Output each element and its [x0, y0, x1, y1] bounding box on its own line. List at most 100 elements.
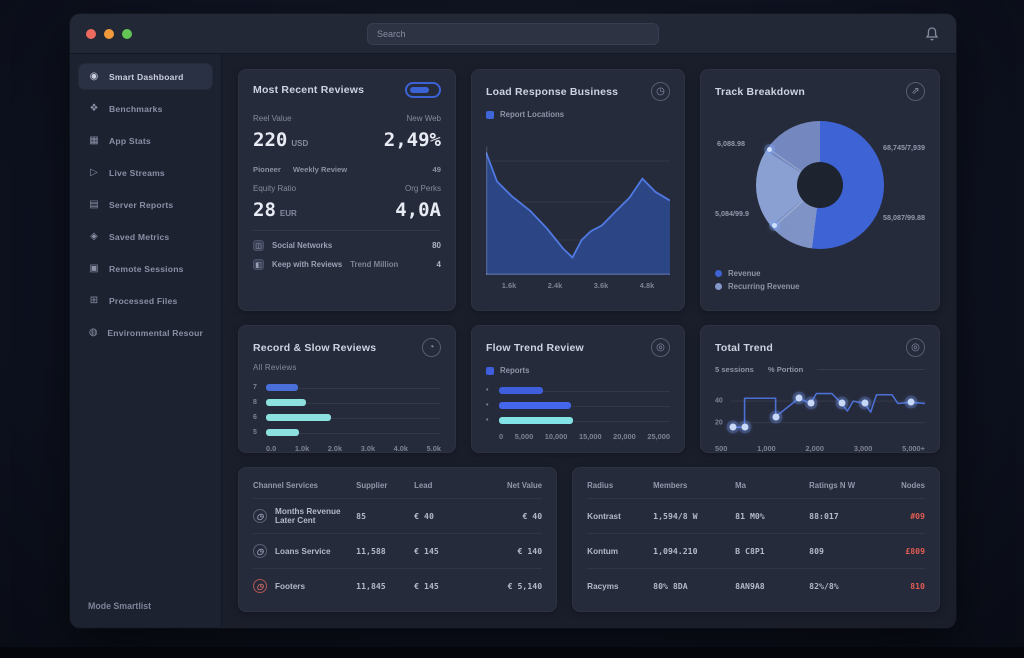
target-icon[interactable]: ◎	[651, 338, 670, 357]
x-tick-label: 5,000+	[902, 444, 925, 453]
column-header[interactable]: Net Value	[507, 480, 543, 490]
metrics-icon: ◈	[90, 231, 98, 242]
sidebar-item-remote-sessions[interactable]: ▣ Remote Sessions	[79, 256, 212, 281]
cell: 88:017	[809, 511, 839, 521]
data-point[interactable]	[861, 399, 869, 407]
toggle-switch[interactable]	[405, 82, 441, 98]
bar[interactable]	[266, 429, 300, 436]
record-reviews-card: Record & Slow Reviews ◔ All Reviews 7 8	[238, 325, 456, 453]
bar[interactable]	[266, 399, 307, 406]
gauge-icon: ◉	[89, 71, 99, 82]
cell: B C8P1	[735, 546, 765, 556]
x-tick-label: 5.0k	[426, 444, 441, 453]
sidebar-item-benchmarks[interactable]: ❖ Benchmarks	[79, 96, 212, 121]
minimize-window-button[interactable]	[104, 28, 114, 39]
sidebar-item-environmental-resources[interactable]: ◍ Environmental Resources	[79, 320, 212, 345]
bar-track	[266, 425, 441, 440]
bar-track	[266, 410, 441, 425]
sidebar-item-smart-dashboard[interactable]: ◉ Smart Dashboard	[79, 64, 212, 89]
column-header[interactable]: Ma	[735, 480, 746, 490]
table-row[interactable]: ◷ Months Revenue Later Cent 85 € 40 € 40	[253, 498, 543, 533]
grid-icon: ▦	[89, 135, 99, 146]
sidebar-item-saved-metrics[interactable]: ◈ Saved Metrics	[79, 224, 212, 249]
bar-row: 8	[253, 395, 441, 410]
legend-item: Revenue	[715, 269, 925, 278]
column-header[interactable]: Radius	[587, 480, 614, 490]
data-point[interactable]	[838, 399, 846, 407]
app-window: ◉ Smart Dashboard ❖ Benchmarks ▦ App Sta…	[70, 14, 956, 628]
notifications-bell-icon[interactable]	[924, 26, 940, 42]
share-icon[interactable]: ⇗	[906, 82, 925, 101]
x-tick-label: 20,000	[613, 432, 636, 441]
table-row[interactable]: Kontum 1,094.210 B C8P1 809 £809	[587, 533, 925, 568]
column-header[interactable]: Channel Services	[253, 480, 319, 490]
column-header[interactable]: Supplier	[356, 480, 388, 490]
x-tick-label: 5,000	[514, 432, 534, 441]
cell-supplier: 85	[356, 511, 367, 521]
table-row[interactable]: Racyms 80% 8DA 8AN9A8 82%/8% 810	[587, 568, 925, 603]
bar[interactable]	[266, 384, 298, 391]
bar-category-label: 7	[253, 384, 257, 391]
stat-reel-value: Reel Value 220 USD	[253, 114, 308, 151]
column-header[interactable]: Ratings N W	[809, 480, 856, 490]
track-breakdown-card: Track Breakdown ⇗ 6,088.98 68,745/7,939 …	[700, 69, 940, 311]
data-point[interactable]	[807, 399, 815, 407]
data-point[interactable]	[729, 423, 737, 431]
bar-row: 6	[253, 410, 441, 425]
list-item[interactable]: ◧ Keep with Reviews Trend Million 4	[253, 259, 441, 270]
x-tick-label: 2.4k	[547, 281, 563, 290]
sidebar-item-processed-files[interactable]: ⊞ Processed Files	[79, 288, 212, 313]
column-header[interactable]: Nodes	[901, 480, 925, 490]
step-line-chart: 40 20	[715, 382, 925, 440]
x-tick-label: 1.0k	[294, 444, 310, 453]
history-icon[interactable]: ◔	[422, 338, 441, 357]
callout-dot	[772, 223, 777, 228]
x-tick-label: 0.0	[266, 444, 277, 453]
stat-label: Org Perks	[404, 184, 441, 193]
sidebar-footer-label: Mode Smartlist	[88, 601, 152, 611]
legend-label: % Portion	[767, 365, 804, 374]
cell: 1,094.210	[653, 546, 698, 556]
data-point[interactable]	[907, 398, 915, 406]
bar-track	[266, 380, 441, 395]
column-header[interactable]: Lead	[414, 480, 433, 490]
sidebar-item-label: Smart Dashboard	[109, 71, 184, 82]
bar[interactable]	[266, 414, 331, 421]
sidebar-item-live-streams[interactable]: ▷ Live Streams	[79, 160, 212, 185]
bar[interactable]	[499, 387, 544, 394]
sidebar-item-label: Processed Files	[109, 295, 178, 306]
bar[interactable]	[499, 417, 573, 424]
search-input[interactable]	[367, 23, 659, 45]
stat-new-web: New Web 2,49%	[384, 114, 441, 151]
close-window-button[interactable]	[86, 28, 96, 39]
x-axis-ticks: 1.6k 2.4k 3.6k 4.8k	[486, 281, 670, 290]
sidebar-item-server-reports[interactable]: ▤ Server Reports	[79, 192, 212, 217]
stat-value: 28	[253, 199, 276, 221]
bar-row: •	[486, 383, 670, 398]
sidebar-item-app-stats[interactable]: ▦ App Stats	[79, 128, 212, 153]
bar-row: •	[486, 413, 670, 428]
data-point[interactable]	[741, 423, 749, 431]
sidebar-item-label: Environmental Resources	[107, 327, 203, 338]
bar[interactable]	[499, 402, 571, 409]
cell-net-value: € 40	[522, 511, 543, 521]
layers-icon: ❖	[89, 103, 99, 114]
data-point[interactable]	[772, 413, 780, 421]
recent-reviews-card: Most Recent Reviews Reel Value 220 USD Ne…	[238, 69, 456, 311]
cell-name: Footers	[275, 581, 306, 591]
stat-value: 220	[253, 129, 288, 151]
cell: 82%/8%	[809, 581, 839, 591]
bar-track	[499, 383, 670, 398]
zoom-window-button[interactable]	[122, 28, 132, 39]
clock-icon[interactable]: ◷	[651, 82, 670, 101]
list-item[interactable]: ◫ Social Networks 80	[253, 240, 441, 251]
column-header[interactable]: Members	[653, 480, 688, 490]
target-icon[interactable]: ◎	[906, 338, 925, 357]
data-point[interactable]	[795, 394, 803, 402]
table-row[interactable]: Kontrast 1,594/8 W 81 M0% 88:017 #09	[587, 498, 925, 533]
donut-chart	[756, 121, 884, 249]
stat-org-perks: Org Perks 4,0A	[395, 184, 441, 221]
table-row[interactable]: ◷ Footers 11,845 € 145 € 5,140	[253, 568, 543, 603]
stat-unit: USD	[291, 139, 309, 148]
table-row[interactable]: ◷ Loans Service 11,588 € 145 € 140	[253, 533, 543, 568]
